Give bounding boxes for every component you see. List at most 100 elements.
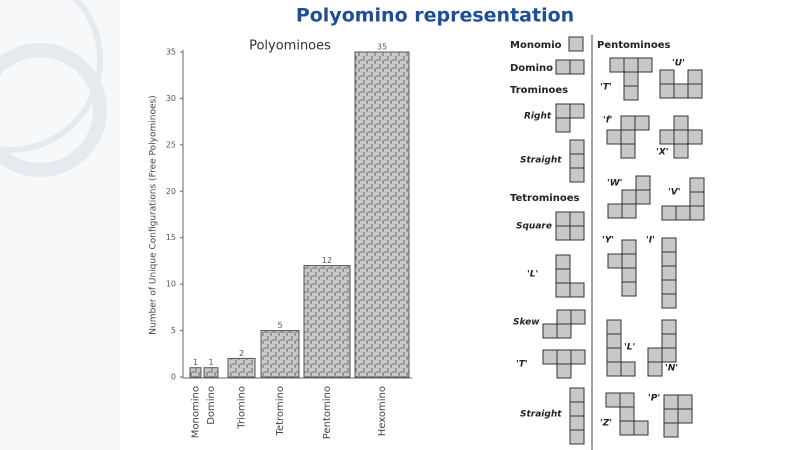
cell (687, 129, 703, 145)
cell (623, 71, 639, 87)
cell (659, 129, 675, 145)
cell (620, 129, 636, 145)
shape-label: Straight (520, 156, 562, 166)
cell (659, 83, 675, 99)
cell (542, 323, 558, 339)
cell (607, 203, 623, 219)
cell (623, 85, 639, 101)
shape-label: 'f' (603, 116, 612, 126)
cell (635, 189, 651, 205)
shape-label: Tetrominoes (510, 193, 579, 204)
cell (661, 293, 677, 309)
y-tick-label: 30 (166, 94, 176, 103)
cell (555, 117, 571, 133)
cell (569, 429, 585, 445)
value-label: 2 (239, 349, 244, 358)
cell (673, 83, 689, 99)
cell (569, 415, 585, 431)
cell (661, 319, 677, 335)
cell (621, 267, 637, 283)
bar (203, 367, 219, 378)
value-label: 5 (277, 321, 282, 330)
cell (633, 420, 649, 436)
cell (661, 251, 677, 267)
cell (659, 69, 675, 85)
cell (689, 177, 705, 193)
cell (555, 211, 571, 227)
cell (570, 349, 586, 365)
cell (687, 69, 703, 85)
cell (621, 281, 637, 297)
shape-label: 'I' (646, 236, 655, 246)
cell (619, 420, 635, 436)
cell (555, 268, 571, 284)
cell (619, 392, 635, 408)
cell (555, 225, 571, 241)
cell (605, 392, 621, 408)
slide-title: Polyomino representation (296, 5, 574, 27)
cell (661, 265, 677, 281)
cell (569, 387, 585, 403)
y-tick-label: 35 (166, 48, 176, 57)
value-label: 1 (193, 358, 198, 367)
cell (606, 129, 622, 145)
cell (569, 103, 585, 119)
cell (620, 143, 636, 159)
cell (555, 282, 571, 298)
cell (673, 143, 689, 159)
cell (689, 191, 705, 207)
cell (556, 363, 572, 379)
cell (661, 333, 677, 349)
cell (661, 237, 677, 253)
x-tick-label: Pentomino (322, 386, 333, 439)
y-tick-label: 25 (166, 140, 176, 149)
shape-label: 'T' (600, 83, 612, 93)
shape-label: Square (516, 222, 552, 232)
cell (689, 205, 705, 221)
value-label: 35 (377, 43, 387, 52)
bar (303, 265, 351, 378)
cell (621, 253, 637, 269)
x-tick-label: Hexomino (377, 386, 388, 436)
cell (663, 394, 679, 410)
cell (661, 347, 677, 363)
y-tick-label: 15 (166, 233, 176, 242)
cell (663, 408, 679, 424)
shape-label: 'P' (648, 394, 660, 404)
cell (569, 225, 585, 241)
cell (677, 408, 693, 424)
cell (556, 323, 572, 339)
cell (637, 57, 653, 73)
cell (606, 333, 622, 349)
cell (609, 57, 625, 73)
y-tick-label: 10 (166, 280, 176, 289)
cell (555, 254, 571, 270)
cell (673, 115, 689, 131)
cell (569, 167, 585, 183)
cell (675, 205, 691, 221)
cell (569, 211, 585, 227)
cell (621, 189, 637, 205)
bar (260, 330, 300, 378)
value-label: 1 (208, 358, 213, 367)
y-tick-label: 20 (166, 187, 176, 196)
cell (635, 175, 651, 191)
y-axis-label: Number of Unique Configurations (Free Po… (149, 95, 159, 334)
cell (647, 347, 663, 363)
cell (568, 36, 584, 52)
cell (673, 129, 689, 145)
shape-label: 'Y' (602, 236, 614, 246)
cell (556, 349, 572, 365)
x-tick-label: Tetromino (275, 386, 286, 436)
shape-label: 'L' (624, 343, 635, 353)
cell (621, 203, 637, 219)
bar (227, 357, 256, 378)
shape-label: Straight (520, 410, 562, 420)
shape-label: Skew (513, 318, 540, 328)
cell (556, 309, 572, 325)
chart-title: Polyominoes (249, 39, 331, 54)
cell (677, 394, 693, 410)
shape-label: 'Z' (600, 419, 612, 429)
cell (620, 115, 636, 131)
